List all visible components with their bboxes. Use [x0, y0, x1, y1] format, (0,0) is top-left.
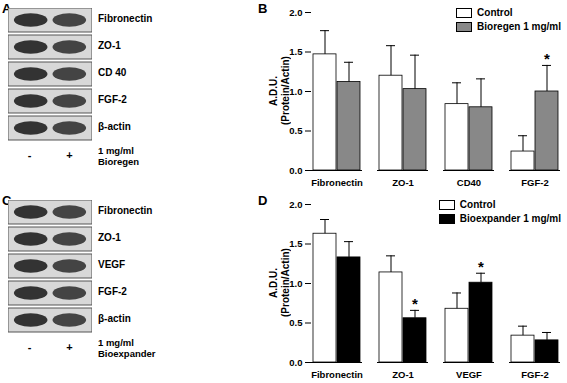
html-text:Bioregen 1 mg/ml: Bioregen 1 mg/ml [477, 21, 561, 32]
html-text:B: B [258, 1, 268, 16]
svg-text:1.5: 1.5 [289, 46, 303, 57]
html-text:ZO-1: ZO-1 [98, 232, 121, 243]
svg-text:2.0: 2.0 [289, 199, 302, 210]
html-text:VEGF: VEGF [98, 259, 126, 270]
svg-text:0.0: 0.0 [289, 165, 302, 176]
svg-text:Fibronectin: Fibronectin [311, 369, 363, 380]
html-text:Control: Control [477, 7, 513, 18]
html-text:Fibronectin: Fibronectin [98, 205, 153, 216]
html-text:β-actin: β-actin [98, 313, 131, 324]
svg-text:1.0: 1.0 [289, 86, 302, 97]
svg-text:FGF-2: FGF-2 [521, 369, 548, 380]
svg-text:ZO-1: ZO-1 [392, 177, 414, 188]
svg-text:*: * [478, 258, 484, 275]
html-text:A: A [2, 1, 12, 16]
svg-text:FGF-2: FGF-2 [521, 177, 548, 188]
html-text:β-actin: β-actin [98, 121, 131, 132]
svg-text:0.0: 0.0 [289, 357, 302, 368]
html-text:D: D [258, 193, 268, 208]
svg-text:1.5: 1.5 [289, 238, 303, 249]
html-text:A.D.U. (Protein/Actin): A.D.U. (Protein/Actin) [268, 248, 291, 318]
svg-text:CD40: CD40 [457, 177, 481, 188]
html-text:Bioexpander 1 mg/ml: Bioexpander 1 mg/ml [459, 213, 561, 224]
html-text:A.D.U. (Protein/Actin): A.D.U. (Protein/Actin) [268, 56, 291, 126]
svg-text:0.5: 0.5 [289, 125, 303, 136]
svg-text:ZO-1: ZO-1 [392, 369, 414, 380]
html-text:FGF-2: FGF-2 [98, 94, 127, 105]
svg-text:2.0: 2.0 [289, 7, 302, 18]
html-text:CD 40: CD 40 [98, 67, 127, 78]
html-text:FGF-2: FGF-2 [98, 286, 127, 297]
html-text:C: C [2, 193, 12, 208]
html-text:Fibronectin: Fibronectin [98, 13, 153, 24]
html-text:1 mg/ml: 1 mg/ml [98, 337, 134, 348]
svg-text:1.0: 1.0 [289, 278, 302, 289]
svg-text:VEGF: VEGF [456, 369, 482, 380]
html-text:Control: Control [459, 199, 496, 210]
svg-text:Fibronectin: Fibronectin [311, 177, 363, 188]
html-text:ZO-1: ZO-1 [98, 40, 121, 51]
svg-text:0.5: 0.5 [289, 317, 303, 328]
html-text:1 mg/ml: 1 mg/ml [98, 145, 134, 156]
svg-text:*: * [544, 50, 550, 67]
svg-text:*: * [412, 295, 418, 312]
html-text:Bioexpander: Bioexpander [98, 348, 156, 359]
html-text:Bioregen: Bioregen [98, 156, 140, 167]
